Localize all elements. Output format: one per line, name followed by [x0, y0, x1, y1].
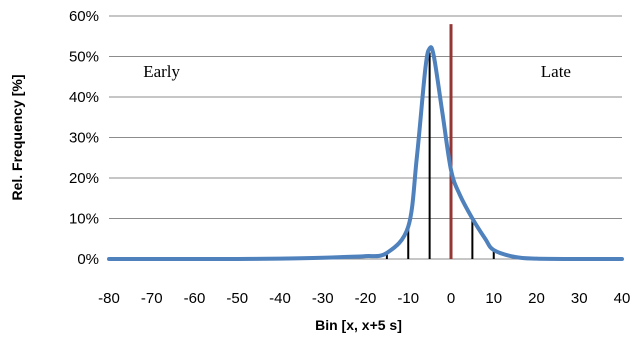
x-tick-label: -30 — [312, 290, 334, 307]
y-tick-label: 20% — [69, 170, 99, 187]
y-tick-label: 50% — [69, 49, 99, 66]
annotation-label: Early — [143, 62, 180, 81]
x-axis-title: Bin [x, x+5 s] — [315, 317, 402, 333]
y-tick-label: 0% — [77, 251, 99, 268]
x-tick-label: 0 — [447, 290, 455, 307]
annotations: Early Late — [143, 62, 571, 81]
x-tick-label: -80 — [98, 290, 120, 307]
y-tick-label: 30% — [69, 130, 99, 147]
x-tick-label: 20 — [528, 290, 545, 307]
x-tick-label: 40 — [614, 290, 631, 307]
x-tick-label: -10 — [397, 290, 419, 307]
y-axis-title: Rel. Frequency [%] — [9, 74, 25, 200]
x-tick-label: 10 — [485, 290, 502, 307]
frequency-curve — [107, 45, 624, 261]
y-tick-labels: 0% 10% 20% 30% 40% 50% 60% — [69, 8, 99, 268]
x-tick-label: -70 — [141, 290, 163, 307]
y-tick-label: 40% — [69, 89, 99, 106]
annotation-label: Late — [541, 62, 571, 81]
x-tick-labels: -80 -70 -60 -50 -40 -30 -20 -10 0 10 20 30 40 — [98, 290, 630, 307]
grid-lines — [109, 15, 622, 260]
x-tick-label: -50 — [226, 290, 248, 307]
y-tick-label: 60% — [69, 8, 99, 25]
y-tick-label: 10% — [69, 211, 99, 228]
drop-bars — [385, 52, 495, 259]
x-tick-label: -40 — [269, 290, 291, 307]
x-tick-label: -20 — [355, 290, 377, 307]
x-tick-label: -60 — [184, 290, 206, 307]
x-tick-label: 30 — [571, 290, 588, 307]
